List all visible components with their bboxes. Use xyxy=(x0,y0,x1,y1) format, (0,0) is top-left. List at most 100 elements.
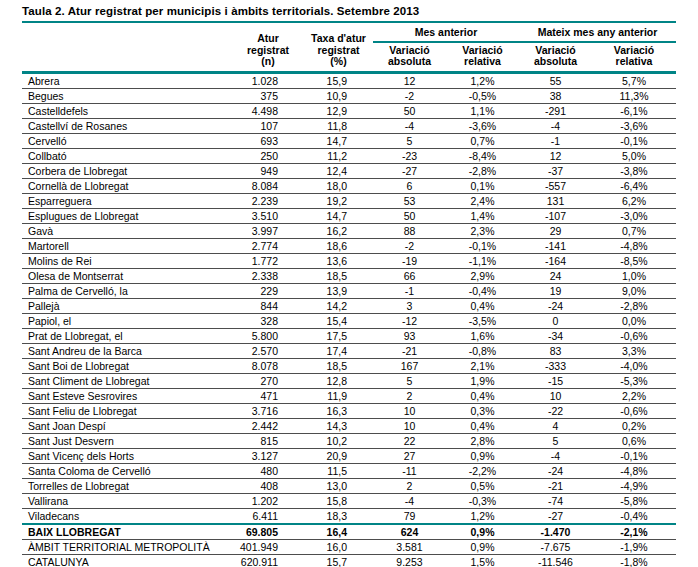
variacio-absoluta-any-anterior-value: 19 xyxy=(519,283,592,298)
taxa-atur-value: 18,5 xyxy=(304,358,373,373)
table-row: Santa Coloma de Cervelló48011,5-11-2,2%-… xyxy=(22,463,676,478)
variacio-absoluta-mes-anterior-value: 88 xyxy=(373,223,446,238)
variacio-relativa-mes-anterior-value: 2,4% xyxy=(446,193,519,208)
variacio-relativa-any-anterior-value: 11,3% xyxy=(592,88,676,103)
variacio-relativa-mes-anterior-value: 1,9% xyxy=(446,373,519,388)
variacio-absoluta-any-anterior-value: -21 xyxy=(519,478,592,493)
atur-registrat-value: 69.805 xyxy=(232,524,304,540)
municipality-name: ÀMBIT TERRITORIAL METROPOLITÀ xyxy=(22,539,232,554)
variacio-relativa-mes-anterior-value: -0,3% xyxy=(446,493,519,508)
variacio-relativa-any-anterior-value: -4,8% xyxy=(592,463,676,478)
atur-registrat-value: 6.411 xyxy=(232,508,304,524)
municipality-name: Begues xyxy=(22,88,232,103)
table-row: Sant Andreu de la Barca2.57017,4-21-0,8%… xyxy=(22,343,676,358)
variacio-absoluta-mes-anterior-value: 10 xyxy=(373,418,446,433)
taxa-atur-value: 15,4 xyxy=(304,313,373,328)
table-row: Palma de Cervelló, la22913,9-1-0,4%199,0… xyxy=(22,283,676,298)
taxa-atur-value: 11,2 xyxy=(304,148,373,163)
variacio-absoluta-any-anterior-value: -1 xyxy=(519,133,592,148)
total-row: ÀMBIT TERRITORIAL METROPOLITÀ401.94916,0… xyxy=(22,539,676,554)
table-row: Molins de Rei1.77213,6-19-1,1%-164-8,5% xyxy=(22,253,676,268)
municipality-name: CATALUNYA xyxy=(22,554,232,567)
total-row: BAIX LLOBREGAT69.80516,46240,9%-1.470-2,… xyxy=(22,524,676,540)
table-row: Papiol, el32815,4-12-3,5%00,0% xyxy=(22,313,676,328)
variacio-relativa-mes-anterior-value: 2,9% xyxy=(446,268,519,283)
municipality-name: Sant Just Desvern xyxy=(22,433,232,448)
table-row: Sant Esteve Sesrovires47111,920,4%102,2% xyxy=(22,388,676,403)
taxa-atur-value: 19,2 xyxy=(304,193,373,208)
variacio-relativa-any-anterior-value: -1,8% xyxy=(592,554,676,567)
variacio-relativa-any-anterior-value: -6,4% xyxy=(592,178,676,193)
municipality-name: Cornellà de Llobregat xyxy=(22,178,232,193)
variacio-absoluta-mes-anterior-value: 27 xyxy=(373,448,446,463)
variacio-relativa-any-anterior-value: -5,3% xyxy=(592,373,676,388)
municipality-name: Sant Feliu de Llobregat xyxy=(22,403,232,418)
variacio-relativa-mes-anterior-value: -8,4% xyxy=(446,148,519,163)
variacio-relativa-mes-anterior-value: 1,4% xyxy=(446,208,519,223)
variacio-relativa-mes-anterior-value: 0,1% xyxy=(446,178,519,193)
variacio-relativa-any-anterior-value: -1,9% xyxy=(592,539,676,554)
variacio-absoluta-any-anterior-value: 10 xyxy=(519,388,592,403)
atur-registrat-value: 4.498 xyxy=(232,103,304,118)
table-row: Prat de Llobregat, el5.80017,5931,6%-34-… xyxy=(22,328,676,343)
variacio-absoluta-any-anterior-value: 83 xyxy=(519,343,592,358)
table-row: Torrelles de Llobregat40813,020,5%-21-4,… xyxy=(22,478,676,493)
atur-registrat-value: 401.949 xyxy=(232,539,304,554)
variacio-relativa-mes-anterior-value: 1,6% xyxy=(446,328,519,343)
variacio-absoluta-mes-anterior-value: 3.581 xyxy=(373,539,446,554)
atur-registrat-value: 693 xyxy=(232,133,304,148)
atur-registrat-value: 8.084 xyxy=(232,178,304,193)
variacio-relativa-any-header: Variació relativa xyxy=(592,42,676,73)
variacio-relativa-any-anterior-value: 0,2% xyxy=(592,418,676,433)
atur-registrat-value: 250 xyxy=(232,148,304,163)
table-row: Sant Climent de Llobregat27012,851,9%-15… xyxy=(22,373,676,388)
variacio-absoluta-mes-anterior-value: -4 xyxy=(373,118,446,133)
variacio-absoluta-mes-anterior-value: 5 xyxy=(373,373,446,388)
variacio-relativa-any-anterior-value: 0,7% xyxy=(592,223,676,238)
atur-registrat-value: 949 xyxy=(232,163,304,178)
variacio-relativa-mes-anterior-value: 0,5% xyxy=(446,478,519,493)
variacio-relativa-any-anterior-value: 5,0% xyxy=(592,148,676,163)
municipality-name: Vallirana xyxy=(22,493,232,508)
variacio-absoluta-any-anterior-value: -22 xyxy=(519,403,592,418)
variacio-relativa-any-anterior-value: -4,0% xyxy=(592,358,676,373)
atur-registrat-value: 1.028 xyxy=(232,72,304,88)
variacio-absoluta-any-anterior-value: -1.470 xyxy=(519,524,592,540)
variacio-relativa-any-anterior-value: -4,8% xyxy=(592,238,676,253)
variacio-absoluta-any-anterior-value: -164 xyxy=(519,253,592,268)
atur-registrat-value: 3.716 xyxy=(232,403,304,418)
variacio-absoluta-any-anterior-value: -333 xyxy=(519,358,592,373)
variacio-relativa-mes-anterior-value: 0,4% xyxy=(446,298,519,313)
variacio-relativa-any-anterior-value: -8,5% xyxy=(592,253,676,268)
table-row: Castellví de Rosanes10711,8-4-3,6%-4-3,6… xyxy=(22,118,676,133)
variacio-relativa-any-anterior-value: 0,0% xyxy=(592,313,676,328)
variacio-relativa-mes-anterior-value: 1,2% xyxy=(446,508,519,524)
atur-registrat-value: 3.510 xyxy=(232,208,304,223)
variacio-relativa-any-anterior-value: 1,0% xyxy=(592,268,676,283)
variacio-absoluta-any-anterior-value: -557 xyxy=(519,178,592,193)
variacio-absoluta-any-anterior-value: -34 xyxy=(519,328,592,343)
variacio-absoluta-mes-anterior-value: 50 xyxy=(373,103,446,118)
variacio-relativa-mes-anterior-value: -2,8% xyxy=(446,163,519,178)
table-body: Abrera1.02815,9121,2%555,7%Begues37510,9… xyxy=(22,72,676,567)
atur-registrat-value: 328 xyxy=(232,313,304,328)
document-page: Taula 2. Atur registrat per municipis i … xyxy=(0,0,698,567)
table-row: Esparreguera2.23919,2532,4%1316,2% xyxy=(22,193,676,208)
taxa-atur-value: 14,3 xyxy=(304,418,373,433)
atur-registrat-value: 3.997 xyxy=(232,223,304,238)
variacio-absoluta-any-anterior-value: -74 xyxy=(519,493,592,508)
municipality-name: Olesa de Montserrat xyxy=(22,268,232,283)
variacio-relativa-any-anterior-value: 9,0% xyxy=(592,283,676,298)
municipality-name: Sant Andreu de la Barca xyxy=(22,343,232,358)
table-row: Sant Feliu de Llobregat3.71616,3100,3%-2… xyxy=(22,403,676,418)
variacio-absoluta-mes-anterior-value: 5 xyxy=(373,133,446,148)
variacio-relativa-any-anterior-value: -6,1% xyxy=(592,103,676,118)
table-row: Sant Vicenç dels Horts3.12720,9270,9%-4-… xyxy=(22,448,676,463)
variacio-relativa-any-anterior-value: -0,6% xyxy=(592,403,676,418)
variacio-absoluta-mes-anterior-value: -19 xyxy=(373,253,446,268)
variacio-relativa-mes-anterior-value: -3,5% xyxy=(446,313,519,328)
taxa-atur-value: 12,9 xyxy=(304,103,373,118)
variacio-relativa-mes-anterior-value: 0,3% xyxy=(446,403,519,418)
variacio-absoluta-mes-anterior-value: -4 xyxy=(373,493,446,508)
variacio-absoluta-mes-header: Variació absoluta xyxy=(373,42,446,73)
